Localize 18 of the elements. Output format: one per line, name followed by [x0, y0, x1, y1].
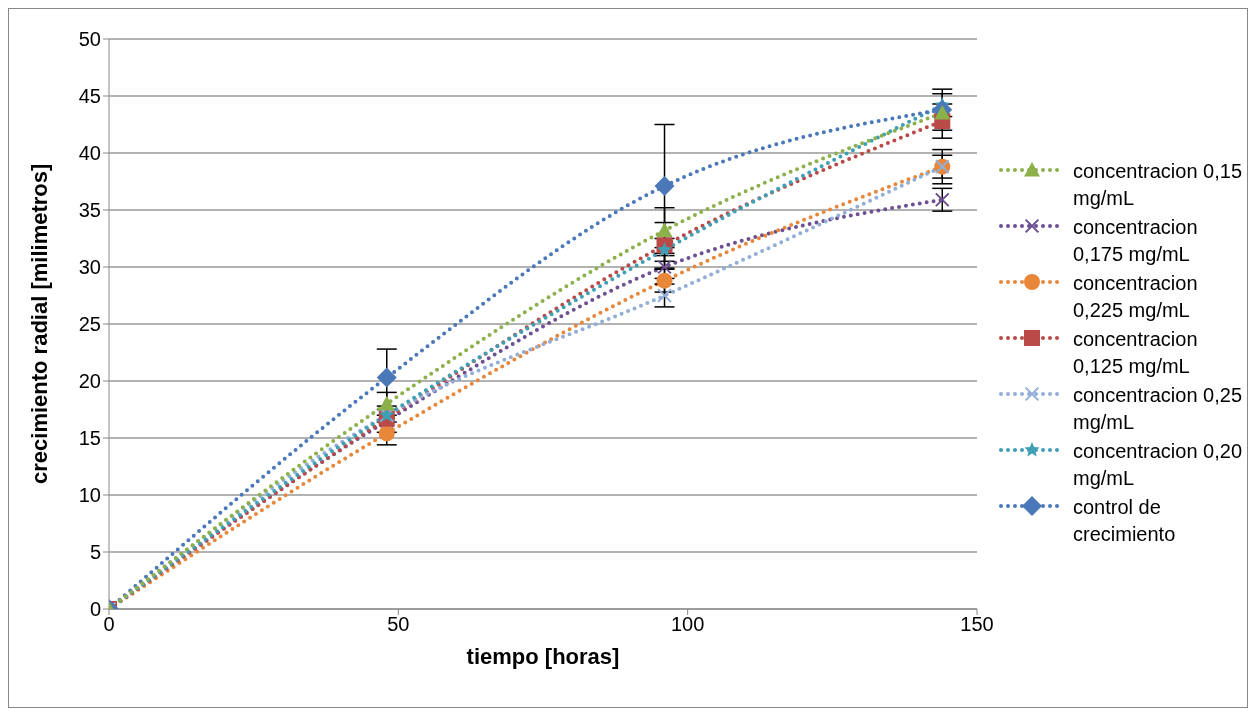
y-tick-label: 40	[78, 142, 101, 165]
y-tick-label: 5	[89, 541, 101, 564]
y-axis-title: crecimiento radial [milimetros]	[26, 163, 52, 484]
y-tick-label: 50	[78, 28, 101, 51]
x-tick-label: 0	[103, 613, 115, 636]
y-tick-label: 45	[78, 85, 101, 108]
y-tick-label: 20	[78, 370, 101, 393]
x-tick-label: 50	[387, 613, 410, 636]
legend-label: control de crecimiento	[1073, 495, 1177, 547]
y-tick-label: 35	[78, 199, 101, 222]
y-tick-label: 0	[89, 598, 101, 621]
x-axis-title: tiempo [horas]	[466, 644, 620, 669]
y-tick-label: 15	[78, 427, 101, 450]
x-tick-label: 100	[670, 613, 705, 636]
y-tick-label: 10	[78, 484, 101, 507]
y-tick-label: 25	[78, 313, 101, 336]
y-tick-label: 30	[78, 256, 101, 279]
x-tick-label: 150	[960, 613, 994, 636]
